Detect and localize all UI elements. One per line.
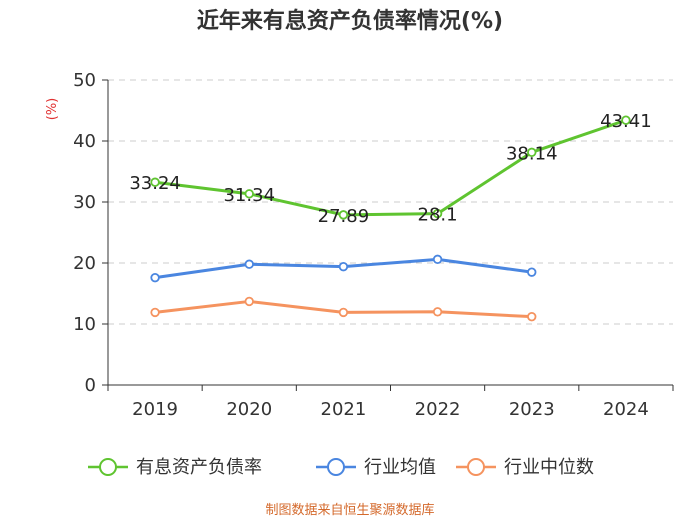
y-tick-label: 30 [73,192,96,213]
legend-item-interest-bearing-debt-ratio[interactable]: 有息资产负债率 [88,457,262,478]
data-point [527,267,537,277]
chart-title: 近年来有息资产负债率情况(%) [197,8,503,34]
legend-item-industry-median[interactable]: 行业中位数 [456,457,594,478]
data-point [338,210,349,220]
data-point [244,189,254,199]
data-label: 28.1 [418,205,458,226]
data-label: 27.89 [318,206,370,227]
legend-circle-icon [99,458,117,476]
data-label: 43.41 [600,111,652,132]
data-point [432,254,443,265]
x-axis-ticks: 2019 2020 2021 2022 2023 2024 [132,399,649,420]
x-tick-label: 2021 [321,399,367,420]
data-point [338,307,349,318]
series-group [150,115,631,322]
legend-label: 有息资产负债率 [136,457,262,478]
source-footer: 制图数据来自恒生聚源数据库 [265,502,434,518]
x-tick-label: 2022 [415,399,461,420]
data-point [527,147,537,158]
legend-item-industry-mean[interactable]: 行业均值 [316,457,436,478]
data-point [244,259,254,269]
data-point [150,177,160,187]
y-tick-label: 0 [85,375,96,396]
legend-label: 行业均值 [364,457,436,478]
data-point [338,261,349,272]
data-labels: 33.24 31.34 27.89 28.1 38.14 43.41 [129,111,651,227]
legend-label: 行业中位数 [504,457,594,478]
data-label: 31.34 [223,185,275,206]
y-tick-label: 10 [73,314,96,335]
legend-circle-icon [467,458,485,476]
data-point [244,296,254,307]
data-label: 38.14 [506,143,558,164]
x-tick-label: 2020 [226,399,272,420]
x-tick-label: 2023 [509,399,555,420]
data-label: 33.24 [129,173,181,194]
y-axis-ticks: 0 10 20 30 40 50 [73,70,96,396]
y-tick-label: 40 [73,131,96,152]
legend-circle-icon [327,458,345,476]
data-point [432,208,443,219]
data-point [150,307,160,318]
axes [102,79,674,391]
x-tick-label: 2019 [132,399,178,420]
y-axis-unit-label: (%) [45,98,60,121]
series-industry-mean [150,254,537,283]
y-tick-label: 20 [73,253,96,274]
data-point [432,307,443,317]
series-interest-bearing-debt-ratio [150,115,631,220]
y-tick-label: 50 [73,70,96,91]
x-tick-label: 2024 [603,399,649,420]
data-point [621,115,631,125]
series-industry-median [150,296,537,322]
series-line [154,118,627,217]
data-point [150,272,160,283]
data-point [527,311,537,322]
legend[interactable]: 有息资产负债率 行业均值 行业中位数 [88,457,594,478]
grid-lines [108,79,673,325]
